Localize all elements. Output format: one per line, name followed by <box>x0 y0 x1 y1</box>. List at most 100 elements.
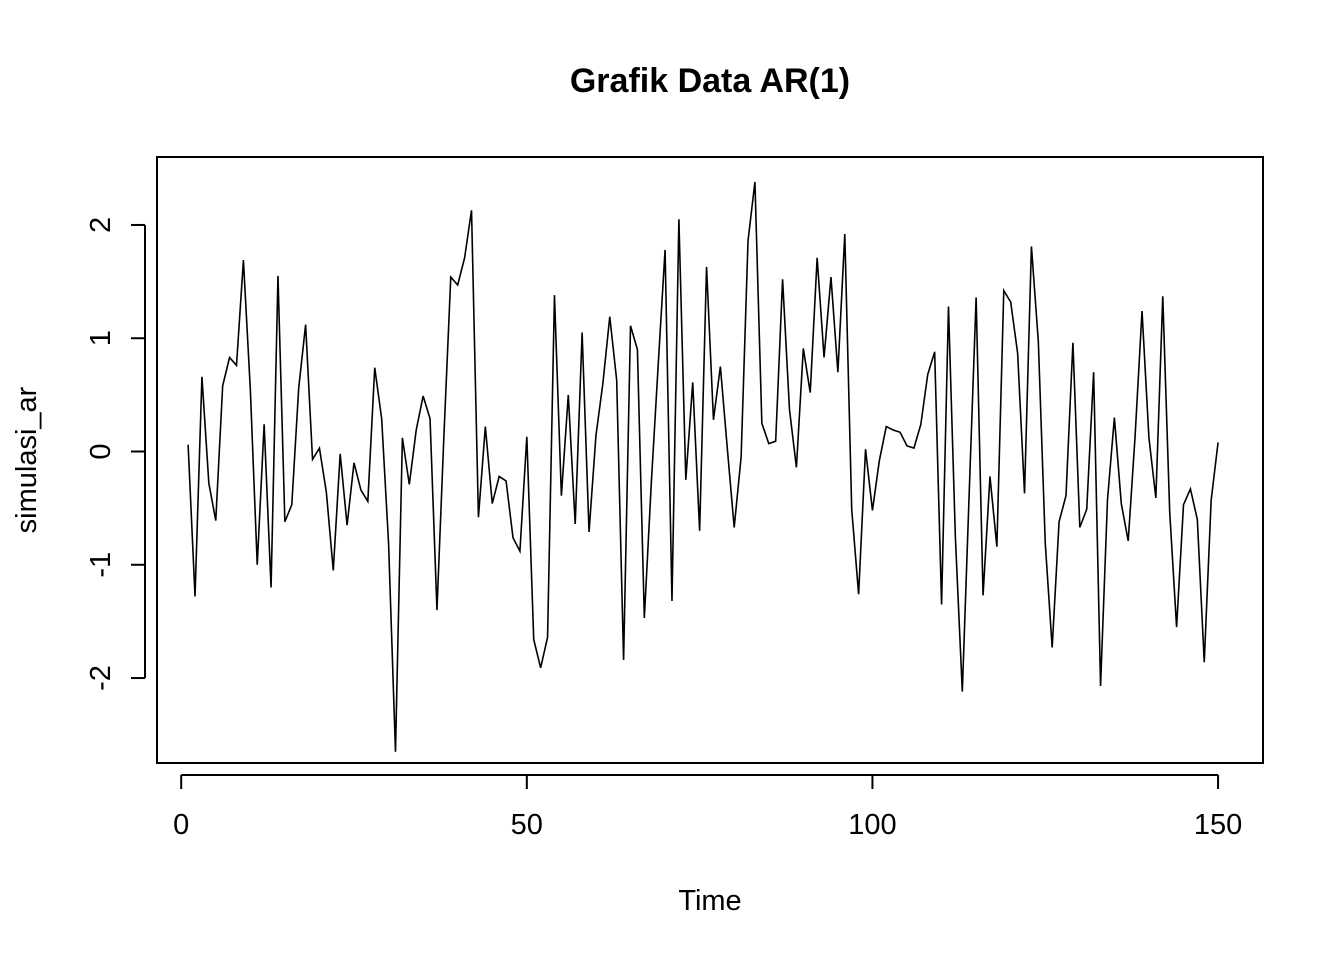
data-point <box>1217 441 1219 443</box>
data-point <box>394 750 396 752</box>
data-point <box>228 356 230 358</box>
data-point <box>878 459 880 461</box>
x-tick-label: 50 <box>511 809 543 841</box>
data-point <box>830 276 832 278</box>
data-point <box>1141 310 1143 312</box>
data-point <box>1106 499 1108 501</box>
data-point <box>380 417 382 419</box>
x-axis-label: Time <box>678 885 741 917</box>
data-point <box>933 351 935 353</box>
data-point <box>256 564 258 566</box>
data-point <box>989 475 991 477</box>
data-point <box>1009 301 1011 303</box>
data-point <box>1051 646 1053 648</box>
data-point <box>263 423 265 425</box>
data-point <box>816 257 818 259</box>
data-point <box>685 479 687 481</box>
data-point <box>1196 518 1198 520</box>
data-point <box>774 440 776 442</box>
data-point <box>629 325 631 327</box>
series-line <box>187 181 1219 752</box>
data-point <box>1016 352 1018 354</box>
data-point <box>422 395 424 397</box>
data-point <box>920 423 922 425</box>
x-tick-label: 0 <box>173 809 189 841</box>
x-tick-label: 100 <box>848 809 896 841</box>
data-point <box>871 509 873 511</box>
data-point <box>553 294 555 296</box>
data-point <box>374 366 376 368</box>
y-axis-label: simulasi_ar <box>11 386 43 533</box>
data-point <box>1065 494 1067 496</box>
data-point <box>788 408 790 410</box>
data-point <box>546 636 548 638</box>
data-point <box>215 519 217 521</box>
data-point <box>754 181 756 183</box>
data-point <box>747 240 749 242</box>
data-point <box>823 356 825 358</box>
data-point <box>1003 289 1005 291</box>
data-point <box>456 284 458 286</box>
data-point <box>968 491 970 493</box>
plot-frame <box>156 156 1264 764</box>
data-point <box>595 434 597 436</box>
x-axis: 0 50 100 150 <box>173 774 1242 841</box>
data-point <box>761 422 763 424</box>
data-point <box>1210 499 1212 501</box>
data-point <box>367 500 369 502</box>
chart-title: Grafik Data AR(1) <box>570 62 850 100</box>
data-point <box>1175 626 1177 628</box>
data-point <box>277 275 279 277</box>
data-point <box>505 480 507 482</box>
data-point <box>194 595 196 597</box>
data-point <box>768 442 770 444</box>
data-point <box>311 458 313 460</box>
data-point <box>1044 542 1046 544</box>
data-point <box>512 536 514 538</box>
data-point <box>622 659 624 661</box>
data-point <box>353 462 355 464</box>
data-point <box>450 276 452 278</box>
data-point <box>851 508 853 510</box>
data-point <box>526 436 528 438</box>
data-point <box>982 594 984 596</box>
data-point <box>1023 492 1025 494</box>
data-point <box>906 445 908 447</box>
data-point <box>726 447 728 449</box>
data-point <box>463 257 465 259</box>
data-point <box>698 530 700 532</box>
data-point <box>927 373 929 375</box>
data-point <box>560 494 562 496</box>
data-point <box>1113 416 1115 418</box>
data-point <box>795 466 797 468</box>
data-point <box>740 456 742 458</box>
data-point <box>581 331 583 333</box>
data-point <box>940 603 942 605</box>
y-tick-label: -1 <box>85 552 117 578</box>
data-point <box>221 385 223 387</box>
data-point <box>1182 504 1184 506</box>
data-point <box>339 453 341 455</box>
data-point <box>885 425 887 427</box>
data-point <box>484 425 486 427</box>
data-point <box>408 483 410 485</box>
data-point <box>857 593 859 595</box>
data-point <box>1072 342 1074 344</box>
data-point <box>975 296 977 298</box>
data-point <box>864 448 866 450</box>
data-point <box>498 475 500 477</box>
data-point <box>837 371 839 373</box>
data-point <box>809 391 811 393</box>
data-point <box>705 266 707 268</box>
data-point <box>643 617 645 619</box>
data-point <box>602 382 604 384</box>
data-point <box>892 429 894 431</box>
data-point <box>954 536 956 538</box>
data-point <box>304 323 306 325</box>
data-point <box>346 524 348 526</box>
data-point <box>1134 434 1136 436</box>
data-point <box>1037 340 1039 342</box>
data-point <box>235 364 237 366</box>
x-tick-label: 150 <box>1194 809 1242 841</box>
data-point <box>719 365 721 367</box>
